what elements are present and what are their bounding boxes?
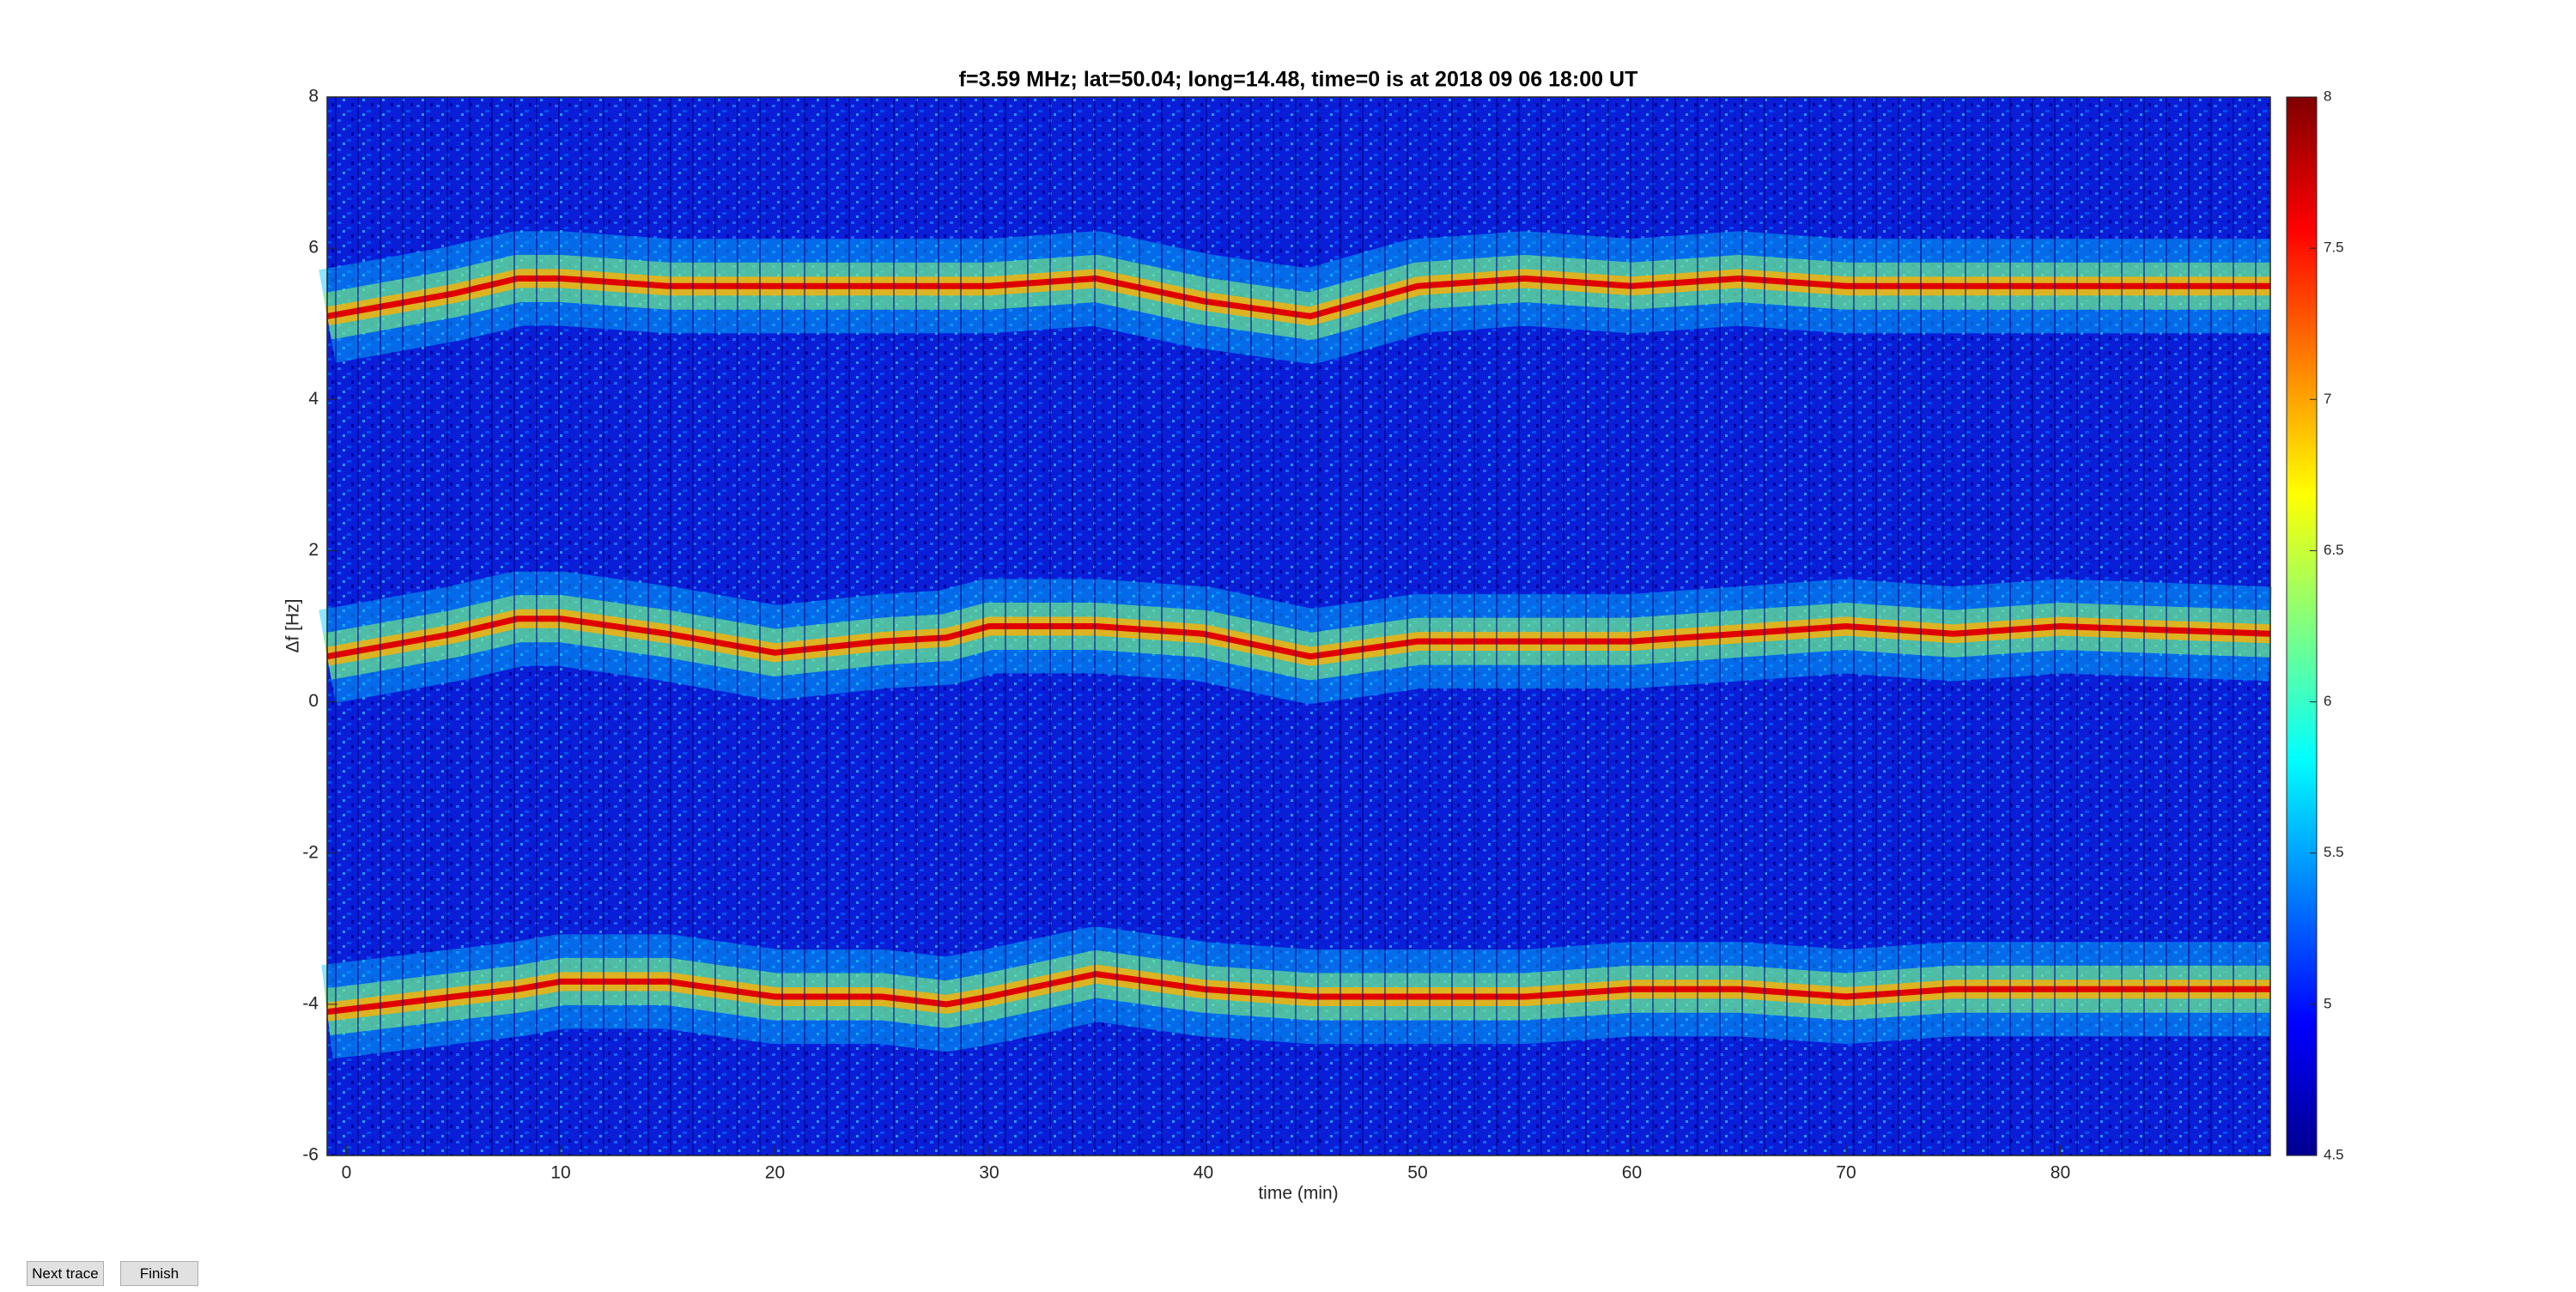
x-tick-label: 80 [2050,1163,2070,1183]
y-tick-label: 8 [308,87,319,106]
colorbar-tick-label: 5 [2324,995,2331,1011]
colorbar-tick-label: 5.5 [2324,844,2344,860]
colorbar-tick-label: 7.5 [2324,240,2344,256]
x-tick-label: 50 [1407,1163,1427,1183]
colorbar-tick-label: 6 [2324,693,2331,709]
x-tick-label: 40 [1194,1163,1213,1183]
plot-frame [326,96,2271,1156]
x-tick-label: 0 [342,1163,352,1183]
x-tick-label: 30 [979,1163,999,1183]
chart-title: f=3.59 MHz; lat=50.04; long=14.48, time=… [959,68,1638,92]
colorbar-tick-label: 7 [2324,391,2331,407]
colorbar [2286,96,2318,1156]
y-tick-label: 2 [308,540,319,560]
y-tick-label: -6 [302,1145,319,1165]
finish-button[interactable]: Finish [120,1261,198,1286]
y-axis-label: Δf [Hz] [283,598,303,652]
stripes [327,97,2270,1156]
y-tick-label: -2 [302,842,319,862]
y-tick-label: 4 [308,389,319,409]
x-tick-label: 60 [1622,1163,1642,1183]
colorbar-tick-label: 6.5 [2324,542,2344,558]
y-tick-label: -4 [302,993,319,1013]
y-tick-label: 0 [308,691,319,711]
colorbar-tick-label: 4.5 [2324,1146,2344,1162]
chart: f=3.59 MHz; lat=50.04; long=14.48, time=… [283,68,2344,1204]
y-tick-label: 6 [308,238,319,258]
x-tick-label: 10 [550,1163,570,1183]
x-axis-label: time (min) [1258,1184,1338,1204]
x-tick-label: 20 [765,1163,785,1183]
x-tick-label: 70 [1836,1163,1856,1183]
next-trace-button[interactable]: Next trace [27,1261,104,1286]
colorbar-tick-label: 8 [2324,88,2331,104]
